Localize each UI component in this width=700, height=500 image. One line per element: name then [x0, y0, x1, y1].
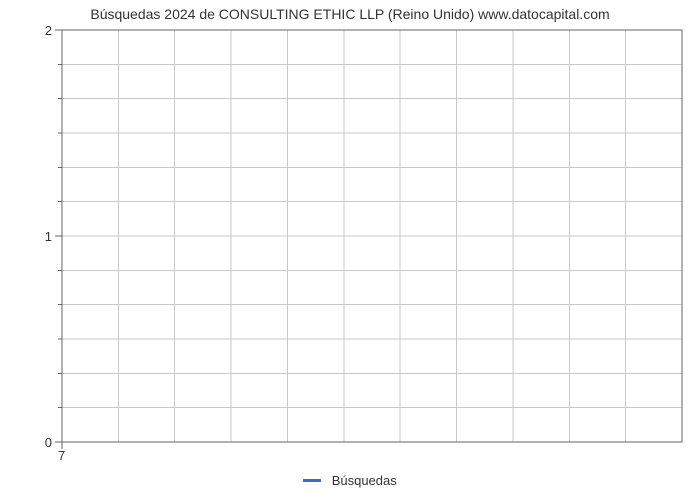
- y-tick-label: 0: [45, 435, 52, 450]
- chart-container: { "chart": { "type": "line", "title": "B…: [0, 0, 700, 500]
- x-tick-label: 7: [58, 448, 65, 463]
- chart-plot-area: [0, 0, 700, 500]
- y-tick-label: 1: [45, 229, 52, 244]
- chart-title: Búsquedas 2024 de CONSULTING ETHIC LLP (…: [0, 6, 700, 22]
- y-tick-label: 2: [45, 23, 52, 38]
- legend-label: Búsquedas: [332, 473, 397, 488]
- chart-legend: Búsquedas: [0, 472, 700, 490]
- legend-swatch: [303, 479, 321, 482]
